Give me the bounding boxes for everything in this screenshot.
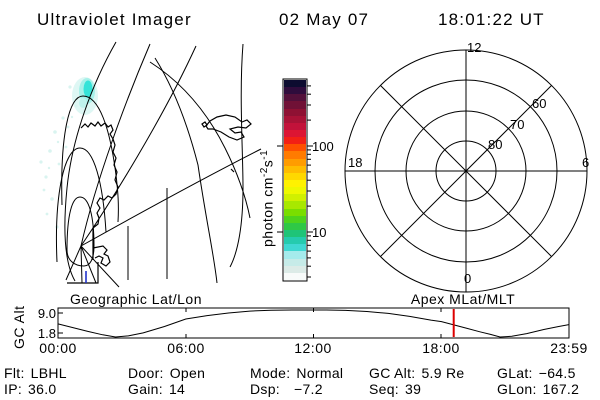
strip-curve-group — [57, 309, 569, 338]
polar-caption: Apex MLat/MLT — [410, 291, 516, 307]
colorbar-band — [284, 194, 306, 202]
polar-grid — [344, 49, 588, 293]
strip-xtick-0000: 00:00 — [39, 340, 77, 356]
app-title: Ultraviolet Imager — [37, 10, 192, 29]
colorbar-band — [284, 87, 306, 95]
colorbar-band — [284, 94, 306, 102]
colorbar-band — [284, 272, 306, 280]
colorbar-band — [284, 137, 306, 145]
colorbar-band — [284, 222, 306, 230]
colorbar-tick-10: 10 — [312, 225, 327, 240]
colorbar-band — [284, 244, 306, 252]
status-dsp: Dsp: −7.2 — [250, 381, 323, 397]
colorbar-band — [284, 122, 306, 130]
colorbar-band — [284, 229, 306, 238]
status-flt: Flt: LBHL — [4, 365, 67, 381]
status-ip: IP: 36.0 — [4, 381, 57, 397]
map-caption: Geographic Lat/Lon — [70, 291, 202, 307]
gc-alt-curve — [57, 309, 569, 338]
colorbar-minor-ticks — [307, 85, 311, 278]
observation-time: 18:01:22 UT — [438, 10, 545, 29]
colorbar-bands — [284, 80, 306, 280]
strip-ytick-1.8: 1.8 — [37, 326, 56, 341]
colorbar-band — [284, 237, 306, 245]
status-gain: Gain: 14 — [128, 381, 186, 397]
colorbar-band — [284, 165, 306, 173]
colorbar-band — [284, 215, 306, 223]
strip-xtick-1200: 12:00 — [294, 340, 332, 356]
colorbar-band — [284, 172, 306, 180]
strip-xtick-0600: 06:00 — [167, 340, 205, 356]
colorbar-frame — [277, 78, 313, 282]
colorbar-band — [284, 80, 306, 88]
polar-lat-60: 60 — [532, 96, 547, 111]
status-door: Door: Open — [128, 365, 206, 381]
status-glat: GLat: −64.5 — [497, 365, 576, 381]
colorbar-band — [284, 258, 306, 266]
polar-lat-70: 70 — [510, 117, 525, 132]
colorbar-band — [284, 251, 306, 259]
strip-xtick-2359: 23:59 — [550, 340, 588, 356]
geographic-map — [39, 41, 262, 288]
colorbar-band — [284, 187, 306, 195]
observation-date: 02 May 07 — [279, 10, 370, 29]
polar-lat-80: 80 — [488, 137, 503, 152]
coastlines — [67, 114, 252, 284]
status-gcalt: GC Alt: 5.9 Re — [369, 365, 465, 381]
colorbar-band — [284, 108, 306, 116]
status-glon: GLon: 167.2 — [497, 381, 580, 397]
strip-chart — [57, 307, 570, 339]
colorbar-band — [284, 115, 306, 123]
colorbar-axis-label: photon cm-2s-1 — [259, 149, 276, 247]
colorbar-band — [284, 129, 306, 138]
colorbar-band — [284, 265, 306, 273]
colorbar-band — [284, 201, 306, 209]
colorbar-band — [284, 179, 306, 188]
colorbar-tick-100: 100 — [312, 139, 334, 154]
polar-hour-18: 18 — [348, 155, 363, 170]
status-seq: Seq: 39 — [369, 381, 422, 397]
strip-ytick-9: 9.0 — [37, 306, 56, 321]
polar-hour-6: 6 — [582, 155, 590, 170]
polar-hour-12: 12 — [467, 40, 482, 55]
colorbar-band — [284, 144, 306, 152]
colorbar-band — [284, 208, 306, 216]
colorbar-band — [284, 151, 306, 159]
strip-ylabel: GC Alt — [11, 305, 27, 349]
strip-xtick-1800: 18:00 — [422, 340, 460, 356]
status-mode: Mode: Normal — [250, 365, 344, 381]
latlon-grid — [56, 41, 262, 288]
colorbar-band — [284, 158, 306, 166]
colorbar-band — [284, 101, 306, 109]
polar-hour-0: 0 — [464, 271, 472, 286]
